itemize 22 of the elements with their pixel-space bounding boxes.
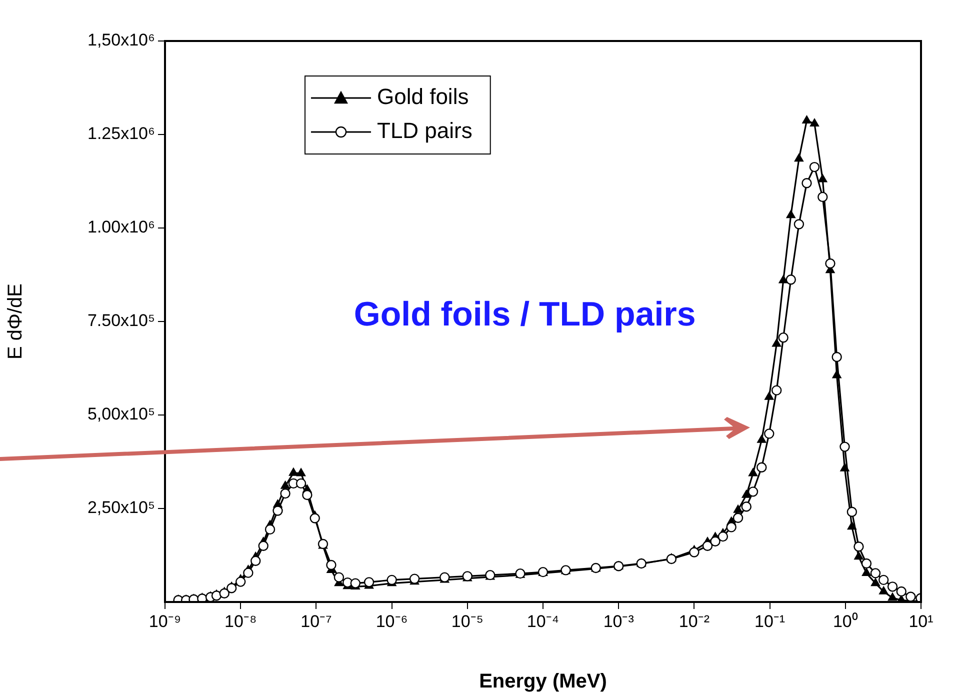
y-tick-label: 2,50x10⁵: [87, 498, 155, 518]
x-tick-label: 10⁻⁶: [376, 612, 408, 631]
y-tick-label: 1.25x10⁶: [88, 124, 155, 144]
y-tick-label: 5,00x10⁵: [87, 404, 155, 424]
y-tick-label: 1.00x10⁶: [88, 218, 155, 237]
x-tick-label: 10⁻⁸: [224, 612, 257, 631]
x-tick-label: 10⁻²: [678, 612, 710, 631]
x-tick-label: 10⁻⁹: [148, 612, 182, 631]
y-tick-label: 1,50x10⁶: [88, 30, 155, 50]
x-tick-label: 10⁻⁵: [451, 612, 484, 631]
x-tick-label: 10⁻³: [603, 612, 634, 631]
x-tick-label: 10¹: [908, 612, 934, 631]
annotation: Gold foils / TLD pairs: [354, 295, 696, 334]
x-tick-label: 10⁻⁷: [300, 612, 332, 631]
x-tick-label: 10⁻¹: [754, 612, 786, 631]
x-axis-title: Energy (MeV): [479, 670, 607, 693]
y-axis-title: E dΦ/dE: [4, 284, 27, 360]
legend-label: TLD pairs: [377, 118, 472, 144]
x-tick-label: 10⁰: [832, 612, 858, 631]
x-tick-label: 10⁻⁴: [526, 612, 560, 631]
legend-label: Gold foils: [377, 84, 469, 110]
y-tick-label: 7.50x10⁵: [87, 311, 155, 330]
